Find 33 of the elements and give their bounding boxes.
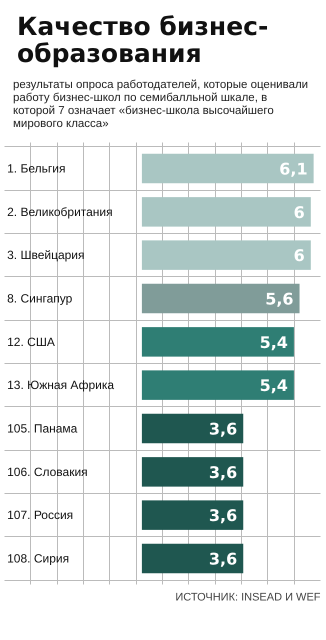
data-label: 3,6 bbox=[208, 462, 238, 482]
y-tick-label: 13. Южная Африка bbox=[7, 378, 114, 392]
y-tick-label: 105. Панама bbox=[7, 422, 78, 436]
y-tick-label: 1. Бельгия bbox=[7, 162, 66, 176]
data-label: 3,6 bbox=[208, 420, 238, 438]
bar bbox=[142, 544, 244, 574]
bar bbox=[142, 284, 300, 314]
bar bbox=[142, 240, 311, 270]
y-tick-label: 8. Сингапур bbox=[7, 292, 73, 306]
y-tick-label: 3. Швейцария bbox=[7, 248, 85, 262]
chart-subtitle: результаты опроса работодателей, которые оценивали работу бизнес-школ по семибалльной шкале, в которой 7 означает «бизнес-школа высочайшего мирового класса» bbox=[13, 79, 309, 131]
bar bbox=[142, 370, 294, 400]
data-label: 3,6 bbox=[208, 506, 238, 526]
y-tick-label: 107. Россия bbox=[7, 508, 74, 522]
data-label: 6 bbox=[294, 246, 305, 266]
bar bbox=[142, 414, 244, 444]
bar bbox=[142, 327, 294, 357]
y-tick-label: 2. Великобритания bbox=[7, 204, 113, 219]
bar bbox=[142, 197, 311, 227]
data-label: 6,1 bbox=[279, 160, 308, 178]
data-label: 3,6 bbox=[208, 550, 238, 568]
y-tick-label: 106. Словакия bbox=[7, 464, 88, 479]
data-label: 6 bbox=[294, 202, 305, 222]
data-label: 5,4 bbox=[260, 332, 288, 352]
data-label: 5,4 bbox=[260, 376, 288, 396]
bar bbox=[142, 154, 314, 184]
bar bbox=[142, 457, 244, 487]
chart-title: Качество бизнес-образования bbox=[17, 12, 270, 68]
bar bbox=[142, 500, 244, 530]
data-label: 5,6 bbox=[265, 290, 294, 308]
y-tick-label: 12. США bbox=[7, 334, 55, 349]
text: ИСТОЧНИК: INSEAD И WEF bbox=[175, 592, 321, 604]
y-tick-label: 108. Сирия bbox=[7, 552, 70, 566]
